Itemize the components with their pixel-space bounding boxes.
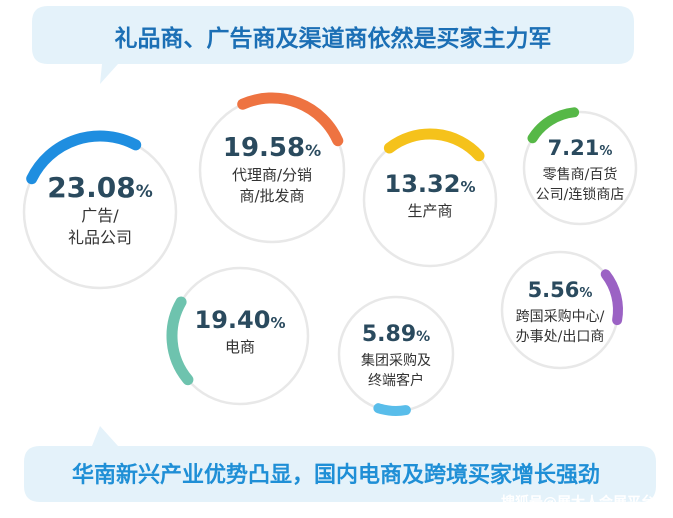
value-label: 19.40% <box>195 306 286 334</box>
category-circle: 5.56% 跨国采购中心/办事处/出口商 <box>500 250 623 370</box>
category-label: 生产商 <box>407 202 452 220</box>
circle-ring <box>522 110 638 226</box>
value-arc <box>600 269 623 326</box>
value-label: 19.58% <box>223 133 321 163</box>
header-banner: 礼品商、广告商及渠道商依然是买家主力军 <box>32 6 634 84</box>
watermark: 搜狐号@展大人会展平台 <box>501 494 655 511</box>
category-circle: 19.40% 电商 <box>166 266 310 406</box>
category-label: 礼品公司 <box>68 228 132 247</box>
circle-ring <box>170 266 310 406</box>
category-label: 集团采购及 <box>361 352 431 369</box>
category-circle: 23.08% 广告/礼品公司 <box>22 130 178 290</box>
category-label: 代理商/分销 <box>232 166 312 184</box>
value-arc <box>237 92 344 147</box>
category-circle: 13.32% 生产商 <box>362 128 498 268</box>
value-arc <box>527 107 580 144</box>
category-circles: 23.08% 广告/礼品公司 19.58% 代理商/分销商/批发商 13.32% 生产商 7… <box>22 92 638 416</box>
category-label: 商/批发商 <box>239 187 304 205</box>
header-title: 礼品商、广告商及渠道商依然是买家主力军 <box>115 25 552 52</box>
category-label: 公司/连锁商店 <box>536 187 625 203</box>
footer-banner: 华南新兴产业优势凸显，国内电商及跨境买家增长强劲 搜狐号@展大人会展平台 <box>24 426 656 511</box>
value-label: 5.56% <box>528 278 593 302</box>
value-arc <box>373 403 411 416</box>
category-label: 广告/ <box>81 206 119 225</box>
category-label: 零售商/百货 <box>543 166 618 183</box>
category-label: 跨国采购中心/ <box>516 309 605 325</box>
value-label: 13.32% <box>385 170 476 198</box>
category-circle: 19.58% 代理商/分销商/批发商 <box>198 92 346 244</box>
value-label: 23.08% <box>47 171 153 204</box>
footer-banner-shape <box>24 426 656 502</box>
value-arc <box>166 296 194 386</box>
value-arc <box>26 130 142 185</box>
category-label: 电商 <box>225 338 255 356</box>
category-label: 终端客户 <box>368 372 424 389</box>
header-banner-shape <box>32 6 634 84</box>
footer-title: 华南新兴产业优势凸显，国内电商及跨境买家增长强劲 <box>72 462 600 488</box>
value-arc <box>383 128 485 162</box>
category-label: 办事处/出口商 <box>516 329 605 345</box>
